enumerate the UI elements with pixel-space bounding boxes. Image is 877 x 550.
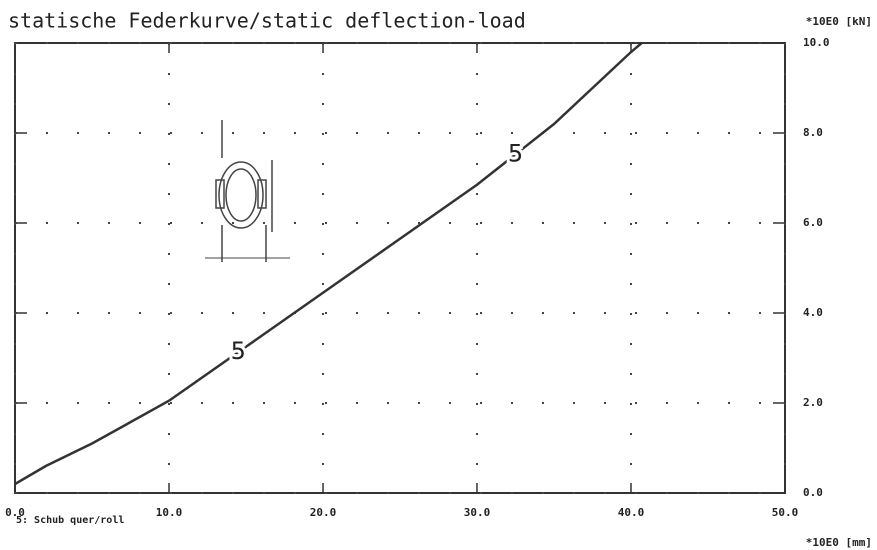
curve [14, 42, 643, 486]
x-tick-label: 40.0 [618, 506, 645, 519]
y-tick-label: 4.0 [803, 306, 823, 319]
x-tick-label: 30.0 [464, 506, 491, 519]
curve-label: 5 [231, 337, 246, 365]
plot-frame [14, 42, 786, 494]
y-tick-label: 2.0 [803, 396, 823, 409]
y-tick-label: 6.0 [803, 216, 823, 229]
x-unit: *10E0 [mm] [806, 536, 872, 549]
x-tick-label: 0.0 [5, 506, 25, 519]
y-tick-label: 0.0 [803, 486, 823, 499]
x-tick-label: 50.0 [772, 506, 799, 519]
x-tick-label: 20.0 [310, 506, 337, 519]
y-tick-label: 8.0 [803, 126, 823, 139]
chart-title: statische Federkurve/static deflection-l… [8, 9, 526, 33]
y-unit: *10E0 [kN] [806, 15, 872, 28]
legend: 5: Schub quer/roll [16, 515, 124, 526]
x-tick-label: 10.0 [156, 506, 183, 519]
curve-label: 5 [508, 139, 523, 167]
spring-icon [205, 120, 290, 262]
y-tick-label: 10.0 [803, 36, 830, 49]
